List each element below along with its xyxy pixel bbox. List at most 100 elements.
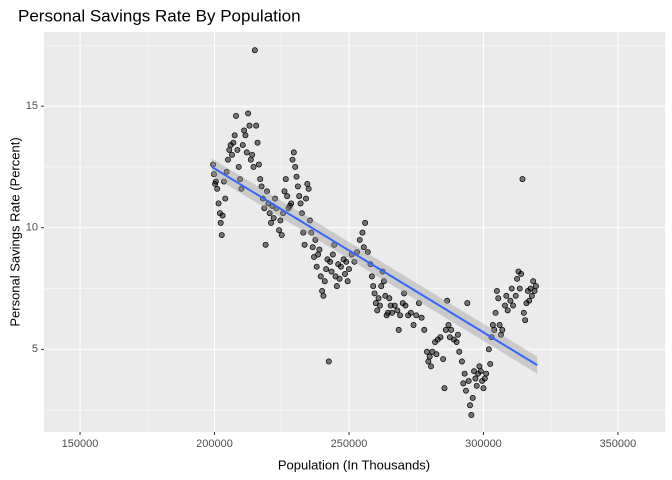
point bbox=[531, 288, 538, 294]
point bbox=[394, 307, 401, 314]
x-axis-title: Population (In Thousands) bbox=[278, 457, 430, 472]
point bbox=[245, 110, 252, 117]
point bbox=[402, 302, 409, 309]
point bbox=[290, 149, 297, 156]
point bbox=[424, 348, 430, 355]
x-tick-label: 150000 bbox=[62, 438, 99, 450]
point bbox=[242, 132, 249, 139]
point bbox=[312, 236, 319, 243]
point bbox=[307, 217, 313, 224]
point bbox=[249, 151, 256, 158]
point bbox=[356, 236, 363, 243]
point bbox=[461, 370, 468, 377]
point bbox=[327, 258, 334, 265]
point bbox=[371, 290, 378, 297]
point bbox=[374, 307, 381, 314]
point bbox=[219, 212, 226, 219]
point bbox=[344, 278, 351, 285]
point bbox=[277, 217, 284, 224]
point bbox=[528, 292, 535, 299]
point bbox=[319, 288, 326, 294]
point bbox=[530, 278, 537, 285]
point bbox=[258, 183, 265, 190]
point bbox=[499, 326, 506, 333]
point bbox=[440, 356, 447, 363]
point bbox=[458, 358, 465, 365]
point bbox=[272, 195, 278, 202]
point bbox=[215, 200, 222, 207]
point bbox=[217, 219, 224, 226]
point bbox=[351, 258, 358, 265]
point bbox=[397, 312, 404, 319]
point bbox=[346, 266, 352, 273]
point bbox=[253, 122, 260, 129]
point bbox=[223, 168, 230, 175]
point bbox=[336, 275, 343, 282]
point bbox=[317, 273, 324, 280]
point bbox=[418, 314, 425, 321]
point bbox=[296, 193, 303, 200]
point bbox=[489, 322, 496, 328]
point bbox=[391, 302, 398, 309]
point bbox=[520, 309, 527, 316]
x-tick-label: 300000 bbox=[465, 438, 502, 450]
point bbox=[276, 227, 283, 234]
point bbox=[460, 380, 467, 387]
point bbox=[284, 193, 291, 200]
point bbox=[329, 251, 336, 258]
point bbox=[472, 375, 479, 382]
point bbox=[504, 307, 511, 314]
point bbox=[303, 195, 309, 202]
point bbox=[254, 139, 261, 146]
point bbox=[518, 270, 525, 277]
point bbox=[222, 195, 229, 202]
point bbox=[483, 370, 490, 377]
point bbox=[320, 292, 327, 299]
point bbox=[454, 331, 461, 338]
point bbox=[376, 302, 383, 309]
point bbox=[516, 285, 523, 292]
point bbox=[415, 300, 422, 307]
point bbox=[445, 322, 452, 328]
point bbox=[333, 283, 340, 290]
point bbox=[480, 385, 487, 392]
point bbox=[294, 183, 301, 190]
point bbox=[473, 382, 480, 389]
x-tick-label: 250000 bbox=[331, 438, 368, 450]
point bbox=[437, 334, 444, 341]
point bbox=[444, 297, 451, 304]
point bbox=[235, 164, 242, 170]
point bbox=[255, 161, 262, 168]
point bbox=[468, 412, 475, 418]
point bbox=[214, 185, 221, 192]
point bbox=[375, 295, 382, 302]
point bbox=[250, 164, 257, 170]
point bbox=[503, 292, 510, 299]
point bbox=[237, 176, 244, 183]
point bbox=[413, 312, 420, 319]
point bbox=[342, 270, 348, 277]
point bbox=[304, 181, 311, 187]
point bbox=[368, 273, 375, 280]
point bbox=[301, 241, 308, 248]
y-axis-title: Personal Savings Rate (Percent) bbox=[7, 137, 22, 326]
fit-line bbox=[211, 166, 538, 366]
point bbox=[421, 326, 428, 333]
point bbox=[325, 358, 332, 365]
point bbox=[316, 246, 323, 253]
point bbox=[264, 188, 270, 195]
point bbox=[426, 353, 433, 360]
point bbox=[502, 302, 508, 309]
point bbox=[487, 360, 494, 367]
point bbox=[532, 283, 539, 290]
point bbox=[251, 47, 258, 54]
point bbox=[212, 178, 219, 185]
point bbox=[491, 326, 498, 333]
chart-title: Personal Savings Rate By Population bbox=[18, 6, 301, 25]
point bbox=[507, 297, 514, 304]
point bbox=[238, 185, 245, 192]
point bbox=[298, 210, 305, 217]
point bbox=[380, 278, 387, 285]
point bbox=[234, 146, 241, 153]
y-tick-label: 15 bbox=[26, 100, 38, 112]
